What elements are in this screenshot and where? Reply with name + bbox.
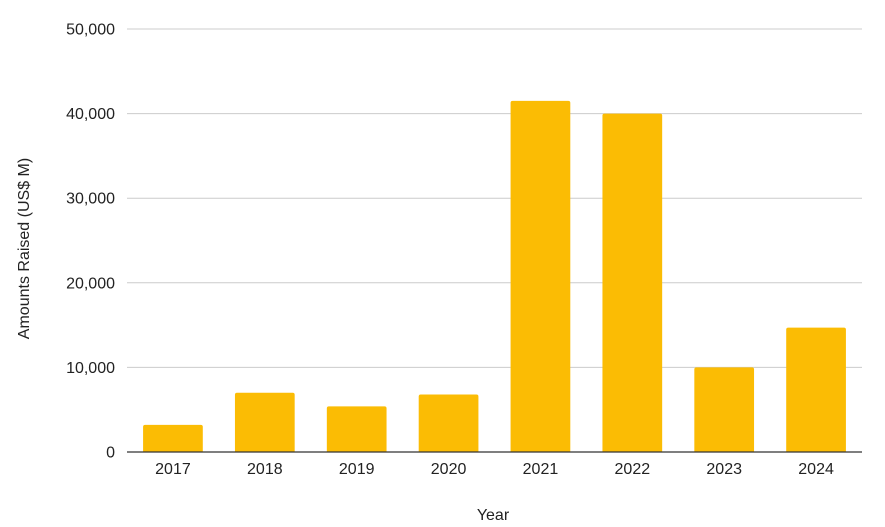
- bar-2024: [786, 327, 846, 452]
- x-tick-label: 2017: [155, 461, 191, 478]
- bar-2018: [234, 392, 295, 452]
- bar-2017: [143, 424, 203, 452]
- bar-2021: [510, 100, 571, 452]
- x-tick-label: 2021: [523, 461, 559, 478]
- x-tick-label: 2022: [615, 461, 651, 478]
- x-tick-label: 2018: [247, 461, 283, 478]
- bar-2023: [694, 367, 755, 452]
- x-tick-labels: 2017 2018 2019 2020 2021 2022 2023 2024: [155, 461, 834, 478]
- gridlines: [127, 28, 862, 368]
- y-tick-label: 10,000: [66, 360, 115, 377]
- x-tick-label: 2023: [706, 461, 742, 478]
- x-tick-label: 2019: [339, 461, 375, 478]
- y-tick-label: 20,000: [66, 275, 115, 292]
- x-axis-title: Year: [477, 507, 510, 524]
- bar-2020: [418, 394, 479, 452]
- y-tick-label: 30,000: [66, 191, 115, 208]
- y-tick-label: 50,000: [66, 22, 115, 39]
- bars: [143, 100, 846, 452]
- x-tick-label: 2020: [431, 461, 467, 478]
- y-tick-label: 40,000: [66, 106, 115, 123]
- x-tick-label: 2024: [798, 461, 834, 478]
- bar-2019: [326, 406, 387, 452]
- y-axis-title: Amounts Raised (US$ M): [16, 158, 33, 339]
- y-tick-label: 0: [106, 445, 115, 462]
- bar-2022: [602, 113, 663, 452]
- y-tick-labels: 0 10,000 20,000 30,000 40,000 50,000: [66, 22, 115, 462]
